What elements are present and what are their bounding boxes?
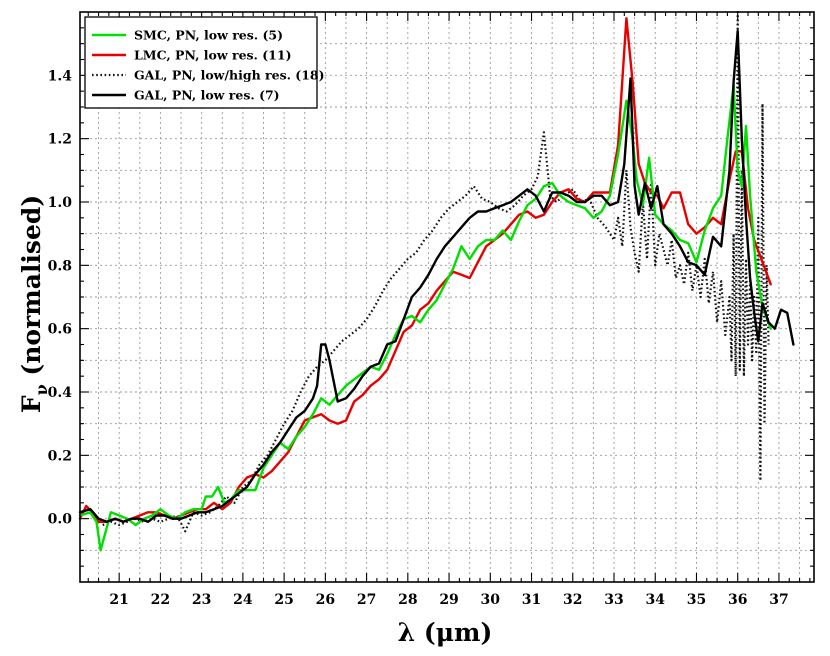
x-tick-label: 29 <box>439 592 458 608</box>
legend-label-3: GAL, PN, low res. (7) <box>134 88 280 103</box>
x-tick-label: 26 <box>316 592 335 608</box>
y-tick-label: 0.4 <box>48 385 73 401</box>
y-axis-title: Fν (normalised) <box>17 195 51 413</box>
legend: SMC, PN, low res. (5) LMC, PN, low res. (… <box>84 16 325 109</box>
x-axis-unit: (μm) <box>424 618 492 647</box>
series-line-3 <box>78 29 795 523</box>
x-tick-label: 27 <box>357 592 376 608</box>
y-axis-subscript: ν <box>32 384 51 395</box>
x-tick-labels: 21 22 23 24 25 26 27 28 29 30 31 32 33 34 35 36 37 <box>109 592 788 608</box>
y-tick-label: 1.0 <box>48 195 73 211</box>
x-axis-symbol: λ <box>398 618 416 647</box>
y-tick-label: 0.2 <box>48 448 72 464</box>
y-tick-label: 1.4 <box>48 68 73 84</box>
x-axis-title: λ (μm) <box>398 618 493 647</box>
x-tick-label: 22 <box>151 592 170 608</box>
legend-label-1: LMC, PN, low res. (11) <box>134 48 292 63</box>
y-tick-labels: 0.0 0.2 0.4 0.6 0.8 1.0 1.2 1.4 <box>48 68 73 527</box>
series-line-0 <box>78 83 772 552</box>
x-tick-label: 32 <box>563 592 582 608</box>
legend-label-0: SMC, PN, low res. (5) <box>134 28 283 43</box>
legend-label-2: GAL, PN, low/high res. (18) <box>134 68 325 83</box>
legend-box <box>84 16 318 109</box>
y-tick-label: 0.6 <box>48 322 72 338</box>
x-tick-label: 33 <box>604 592 623 608</box>
x-tick-label: 25 <box>274 592 293 608</box>
x-tick-label: 37 <box>769 592 788 608</box>
x-tick-label: 23 <box>192 592 211 608</box>
y-axis-label-rest: (normalised) <box>17 195 46 385</box>
x-tick-label: 30 <box>481 592 501 608</box>
x-tick-label: 24 <box>233 592 253 608</box>
plot-frame <box>79 11 815 583</box>
y-tick-label: 0.0 <box>48 512 73 528</box>
x-tick-label: 21 <box>109 592 128 608</box>
y-axis-symbol: F <box>17 395 46 413</box>
x-tick-label: 28 <box>398 592 417 608</box>
y-tick-label: 1.2 <box>48 132 72 148</box>
x-tick-label: 35 <box>687 592 706 608</box>
x-tick-label: 31 <box>522 592 541 608</box>
y-tick-label: 0.8 <box>48 258 72 274</box>
series-lines <box>78 10 795 552</box>
x-tick-label: 36 <box>728 592 747 608</box>
x-tick-label: 34 <box>645 592 665 608</box>
